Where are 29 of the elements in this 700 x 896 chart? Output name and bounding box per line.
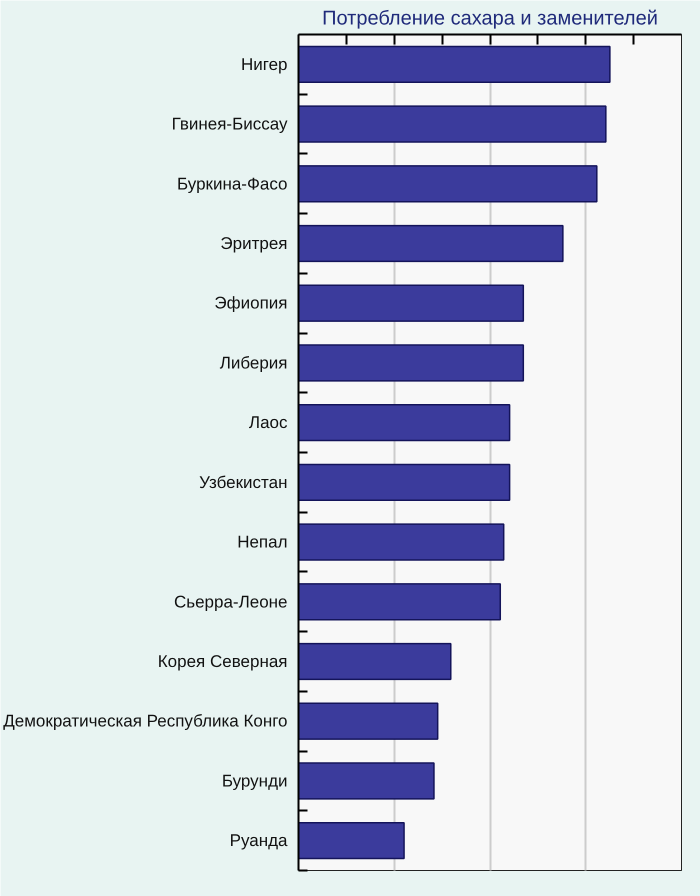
y-tick-label: Руанда bbox=[230, 831, 288, 850]
bar bbox=[298, 46, 611, 84]
bar bbox=[298, 464, 510, 502]
bar bbox=[298, 822, 405, 860]
y-tick-label: Сьерра-Леоне bbox=[174, 592, 288, 612]
y-tick-label: Непал bbox=[237, 532, 288, 552]
y-tick-label: Либерия bbox=[220, 353, 288, 372]
y-tick-label: Нигер bbox=[240, 54, 288, 74]
bar bbox=[298, 642, 452, 680]
bar bbox=[298, 284, 524, 322]
y-tick-label: Гвинея-Биссау bbox=[172, 114, 288, 134]
bar bbox=[298, 404, 510, 442]
y-tick-label: Корея Северная bbox=[158, 652, 288, 671]
bar bbox=[298, 762, 435, 800]
bar bbox=[298, 224, 564, 262]
y-tick-label: Демократическая Республика Конго bbox=[3, 712, 288, 731]
y-tick-label: Лаос bbox=[248, 413, 288, 432]
bar bbox=[298, 702, 438, 740]
y-tick-label: Бурунди bbox=[222, 771, 288, 790]
chart-title: Потребление сахара и заменителей bbox=[322, 8, 658, 30]
bar bbox=[298, 344, 524, 382]
bar bbox=[298, 105, 607, 143]
y-tick-label: Эфиопия bbox=[214, 294, 288, 313]
y-tick-label: Эритрея bbox=[220, 234, 288, 253]
bar bbox=[298, 523, 504, 561]
y-tick-label: Буркина-Фасо bbox=[176, 174, 288, 194]
y-tick-label: Узбекистан bbox=[199, 472, 288, 492]
bar bbox=[298, 583, 502, 620]
bar bbox=[298, 165, 598, 202]
